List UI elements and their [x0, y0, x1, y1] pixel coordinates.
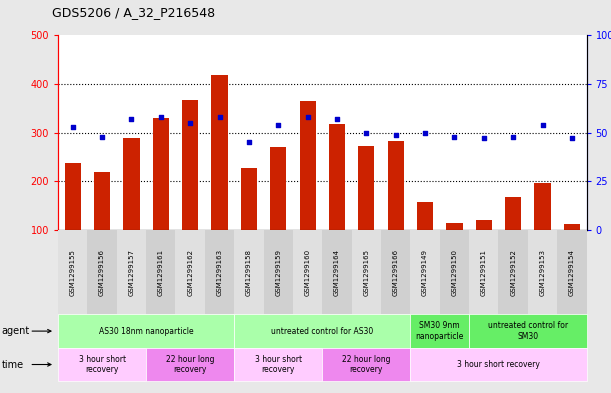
Bar	[299, 101, 316, 230]
Bar	[476, 220, 492, 230]
Text: GSM1299165: GSM1299165	[364, 249, 369, 296]
Text: AS30 18nm nanoparticle: AS30 18nm nanoparticle	[99, 327, 194, 336]
Bar	[535, 183, 551, 230]
Text: 3 hour short
recovery: 3 hour short recovery	[255, 355, 302, 374]
Bar	[65, 163, 81, 230]
Text: GSM1299152: GSM1299152	[510, 249, 516, 296]
Text: SM30 9nm
nanoparticle: SM30 9nm nanoparticle	[415, 321, 464, 341]
Point	[567, 135, 577, 141]
Bar	[358, 146, 375, 230]
Text: agent: agent	[2, 326, 30, 336]
Text: GSM1299162: GSM1299162	[187, 249, 193, 296]
Text: GSM1299150: GSM1299150	[452, 249, 458, 296]
Text: 22 hour long
recovery: 22 hour long recovery	[166, 355, 214, 374]
Bar	[505, 197, 521, 230]
Bar	[564, 224, 580, 230]
Text: GSM1299161: GSM1299161	[158, 249, 164, 296]
Text: GSM1299156: GSM1299156	[99, 249, 105, 296]
Point	[302, 114, 312, 120]
Bar	[123, 138, 139, 230]
Text: GSM1299163: GSM1299163	[216, 249, 222, 296]
Bar	[270, 147, 287, 230]
Point	[156, 114, 166, 120]
Point	[391, 131, 401, 138]
Bar	[447, 222, 463, 230]
Text: GSM1299154: GSM1299154	[569, 249, 575, 296]
Text: GSM1299149: GSM1299149	[422, 249, 428, 296]
Point	[185, 120, 195, 126]
Text: time: time	[2, 360, 24, 369]
Bar	[182, 99, 198, 230]
Point	[214, 114, 224, 120]
Point	[244, 139, 254, 145]
Text: 22 hour long
recovery: 22 hour long recovery	[342, 355, 390, 374]
Text: GSM1299164: GSM1299164	[334, 249, 340, 296]
Bar	[417, 202, 433, 230]
Text: GSM1299157: GSM1299157	[128, 249, 134, 296]
Bar	[329, 124, 345, 230]
Bar	[241, 168, 257, 230]
Text: 3 hour short
recovery: 3 hour short recovery	[79, 355, 126, 374]
Text: untreated control for
SM30: untreated control for SM30	[488, 321, 568, 341]
Text: GSM1299155: GSM1299155	[70, 249, 76, 296]
Text: 3 hour short recovery: 3 hour short recovery	[457, 360, 540, 369]
Bar	[153, 118, 169, 230]
Text: untreated control for AS30: untreated control for AS30	[271, 327, 373, 336]
Point	[538, 122, 547, 128]
Bar	[94, 171, 110, 230]
Text: GSM1299151: GSM1299151	[481, 249, 487, 296]
Text: GSM1299166: GSM1299166	[393, 249, 399, 296]
Text: GSM1299153: GSM1299153	[540, 249, 546, 296]
Point	[450, 133, 459, 140]
Point	[97, 133, 107, 140]
Point	[362, 129, 371, 136]
Point	[332, 116, 342, 122]
Text: GDS5206 / A_32_P216548: GDS5206 / A_32_P216548	[52, 6, 215, 19]
Text: GSM1299158: GSM1299158	[246, 249, 252, 296]
Bar	[387, 141, 404, 230]
Point	[508, 133, 518, 140]
Point	[126, 116, 136, 122]
Text: GSM1299159: GSM1299159	[276, 249, 281, 296]
Bar	[211, 75, 228, 230]
Point	[273, 122, 283, 128]
Point	[479, 135, 489, 141]
Point	[68, 124, 78, 130]
Point	[420, 129, 430, 136]
Text: GSM1299160: GSM1299160	[305, 249, 310, 296]
